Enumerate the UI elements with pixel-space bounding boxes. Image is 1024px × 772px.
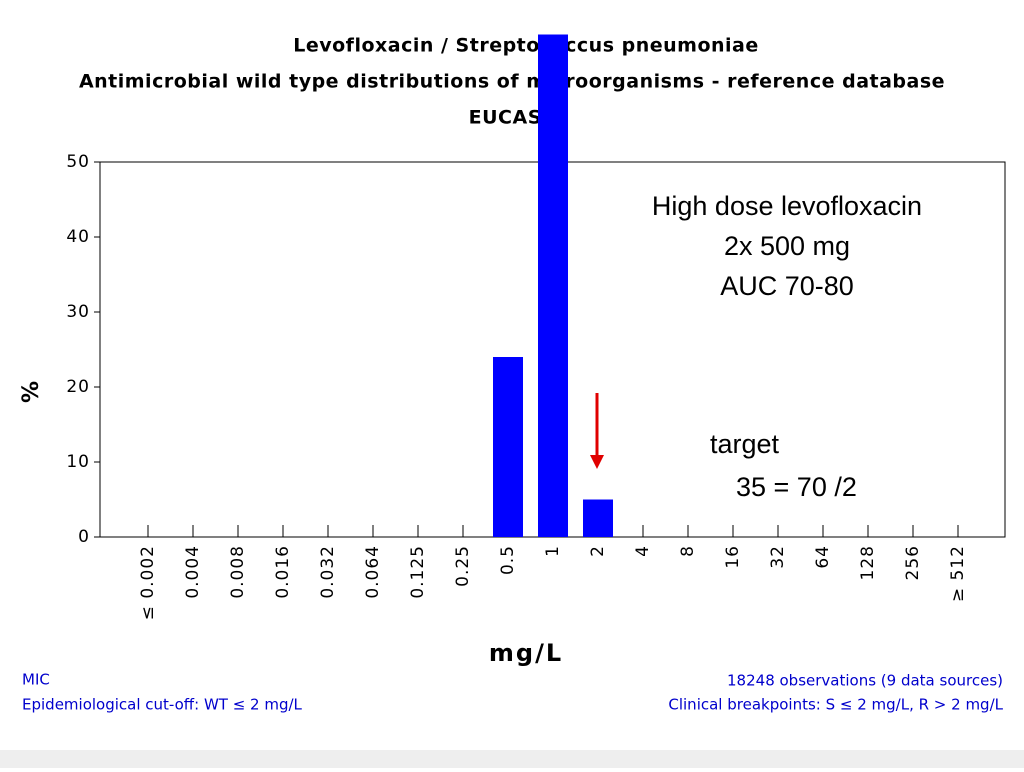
x-tick-label: 1 bbox=[543, 545, 563, 557]
annotation: 2x 500 mg bbox=[724, 231, 850, 261]
x-tick-label: 2 bbox=[588, 545, 608, 557]
bar bbox=[583, 499, 613, 537]
x-tick-label: 256 bbox=[903, 545, 923, 580]
x-tick-label: 128 bbox=[858, 545, 878, 580]
x-tick-label: ≤ 0.002 bbox=[138, 545, 158, 620]
annotation: 35 = 70 /2 bbox=[736, 472, 857, 502]
chart-source: EUCAST bbox=[469, 107, 556, 129]
y-tick-label: 20 bbox=[66, 377, 90, 397]
arrow-head bbox=[590, 455, 604, 469]
chart-title: Levofloxacin / Streptococcus pneumoniae bbox=[293, 35, 759, 57]
y-tick-label: 0 bbox=[78, 527, 90, 547]
y-tick-label: 50 bbox=[66, 152, 90, 172]
annotation: High dose levofloxacin bbox=[652, 191, 922, 221]
x-tick-label: 0.008 bbox=[228, 545, 248, 599]
footer-text: Clinical breakpoints: S ≤ 2 mg/L, R > 2 … bbox=[668, 696, 1003, 714]
x-tick-label: 0.5 bbox=[498, 545, 518, 575]
x-tick-label: 4 bbox=[633, 545, 653, 557]
footer-text: Epidemiological cut-off: WT ≤ 2 mg/L bbox=[22, 696, 303, 714]
x-tick-label: 0.25 bbox=[453, 545, 473, 587]
x-tick-label: 0.032 bbox=[318, 545, 338, 599]
x-tick-label: 0.016 bbox=[273, 545, 293, 599]
x-tick-label: 64 bbox=[813, 545, 833, 569]
footer-text: 18248 observations (9 data sources) bbox=[727, 672, 1003, 690]
footer-text: MIC bbox=[22, 671, 50, 689]
annotation: target bbox=[710, 429, 780, 459]
x-tick-label: 0.125 bbox=[408, 545, 428, 599]
y-tick-label: 10 bbox=[66, 452, 90, 472]
y-tick-label: 30 bbox=[66, 302, 90, 322]
bar bbox=[493, 357, 523, 537]
x-tick-label: 32 bbox=[768, 545, 788, 569]
x-tick-label: 8 bbox=[678, 545, 698, 557]
x-tick-label: ≥ 512 bbox=[948, 545, 968, 602]
y-axis-label: % bbox=[19, 381, 44, 403]
bottom-strip bbox=[0, 750, 1024, 768]
chart-subtitle: Antimicrobial wild type distributions of… bbox=[79, 71, 945, 93]
x-tick-label: 0.004 bbox=[183, 545, 203, 599]
bar bbox=[538, 34, 568, 537]
y-tick-label: 40 bbox=[66, 227, 90, 247]
annotation: AUC 70-80 bbox=[720, 271, 854, 301]
x-tick-label: 0.064 bbox=[363, 545, 383, 599]
x-axis-label: mg/L bbox=[489, 639, 563, 667]
x-tick-label: 16 bbox=[723, 545, 743, 569]
